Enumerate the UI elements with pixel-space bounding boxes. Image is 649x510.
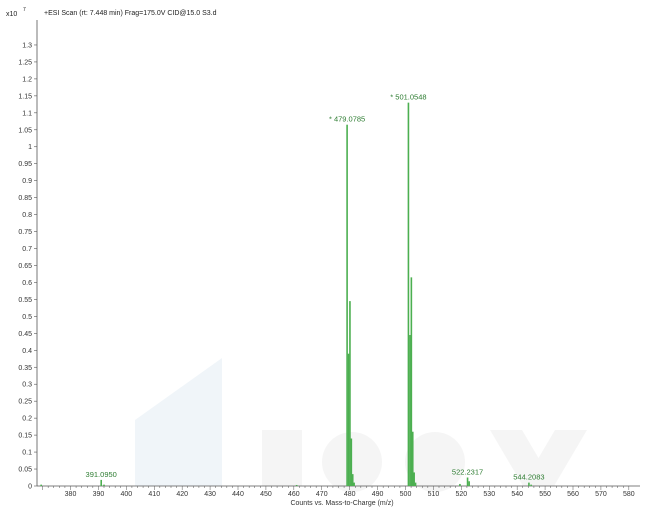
- peak-label: * 479.0785: [329, 115, 365, 124]
- peak-bar: [40, 484, 42, 486]
- y-tick-label: 0.2: [22, 416, 32, 423]
- peak-bar: [351, 474, 354, 486]
- y-tick-label: 0.7: [22, 246, 32, 253]
- x-tick-label: 380: [65, 491, 77, 498]
- chart-title: +ESI Scan (rt: 7.448 min) Frag=175.0V CI…: [44, 10, 217, 17]
- x-tick-label: 560: [567, 491, 579, 498]
- x-tick-label: 450: [260, 491, 272, 498]
- y-tick-label: 1.3: [22, 42, 32, 49]
- peak-bar: [411, 431, 414, 486]
- y-tick-label: 1.2: [22, 76, 32, 83]
- x-tick-label: 480: [344, 491, 356, 498]
- y-tick-label: 0.55: [18, 297, 32, 304]
- y-tick-label: 1.15: [18, 93, 32, 100]
- peak-bar: [407, 102, 410, 487]
- x-tick-label: 470: [316, 491, 328, 498]
- peak-labels: 391.0950 * 479.0785 * 501.0548 522.2317 544.…: [86, 93, 545, 482]
- y-tick-label: 1.05: [18, 127, 32, 134]
- y-tick-label: 0.3: [22, 382, 32, 389]
- peak-bar: [468, 481, 470, 486]
- peak-label: 391.0950: [86, 470, 117, 479]
- y-axis: 0 0.05 0.1 0.15 0.2 0.25 0.3 0.35 0.4 0.45 0.5 0.55…: [18, 20, 38, 491]
- x-tick-label: 500: [400, 491, 412, 498]
- y-tick-label: 0.75: [18, 229, 32, 236]
- x-tick-label: 580: [623, 491, 635, 498]
- x-tick-label: 550: [539, 491, 551, 498]
- x-tick-label: 490: [372, 491, 384, 498]
- x-axis: 380 390 400 410 420 430 440 450 460 470 480 490 500 5…: [37, 485, 640, 498]
- peak-bar: [347, 353, 350, 486]
- peak-bar: [295, 484, 298, 486]
- peak-bar: [530, 484, 532, 486]
- peak-bar: [100, 479, 103, 486]
- y-tick-label: 0.35: [18, 365, 32, 372]
- peak-bar: [349, 301, 351, 486]
- peak-bar: [346, 124, 348, 486]
- y-tick-label: 0.65: [18, 263, 32, 270]
- x-tick-label: 440: [232, 491, 244, 498]
- peak-bar: [103, 484, 105, 486]
- x-tick-label: 540: [511, 491, 523, 498]
- peak-bars: [40, 102, 532, 487]
- x-tick-label: 400: [120, 491, 132, 498]
- y-tick-label: 0.45: [18, 331, 32, 338]
- y-tick-label: 0.05: [18, 467, 32, 474]
- y-tick-label: 0.85: [18, 195, 32, 202]
- y-tick-label: 0: [28, 484, 32, 491]
- y-tick-label: 1: [28, 144, 32, 151]
- y-tick-label: 0.5: [22, 314, 32, 321]
- y-tick-label: 0.25: [18, 399, 32, 406]
- y-tick-label: 0.6: [22, 280, 32, 287]
- y-tick-label: 0.95: [18, 161, 32, 168]
- scale-factor-label: x10: [6, 11, 17, 18]
- peak-label: * 501.0548: [390, 93, 426, 102]
- peak-bar: [466, 477, 469, 486]
- peak-label: 544.2083: [513, 473, 544, 482]
- y-tick-label: 0.9: [22, 178, 32, 185]
- x-tick-label: 430: [204, 491, 216, 498]
- y-tick-label: 0.15: [18, 433, 32, 440]
- peak-bar: [350, 438, 353, 486]
- y-tick-label: 0.1: [22, 450, 32, 457]
- x-tick-label: 520: [455, 491, 467, 498]
- peak-label: 522.2317: [452, 468, 483, 477]
- x-tick-label: 530: [483, 491, 495, 498]
- peak-bar: [410, 277, 413, 486]
- peak-bar: [528, 482, 530, 486]
- x-tick-label: 390: [93, 491, 105, 498]
- peak-bar: [353, 482, 355, 486]
- x-axis-title: Counts vs. Mass-to-Charge (m/z): [290, 500, 393, 507]
- peak-bar: [459, 483, 461, 486]
- x-tick-label: 510: [428, 491, 440, 498]
- x-tick-label: 570: [595, 491, 607, 498]
- x-tick-label: 410: [148, 491, 160, 498]
- y-tick-label: 0.4: [22, 348, 32, 355]
- peak-bar: [414, 482, 417, 486]
- y-tick-label: 0.8: [22, 212, 32, 219]
- x-tick-label: 460: [288, 491, 300, 498]
- y-tick-label: 1.1: [22, 110, 32, 117]
- y-tick-label: 1.25: [18, 59, 32, 66]
- scale-exponent-label: 7: [23, 7, 26, 13]
- peak-bar: [409, 335, 411, 486]
- peak-bar: [413, 472, 415, 486]
- x-tick-label: 420: [176, 491, 188, 498]
